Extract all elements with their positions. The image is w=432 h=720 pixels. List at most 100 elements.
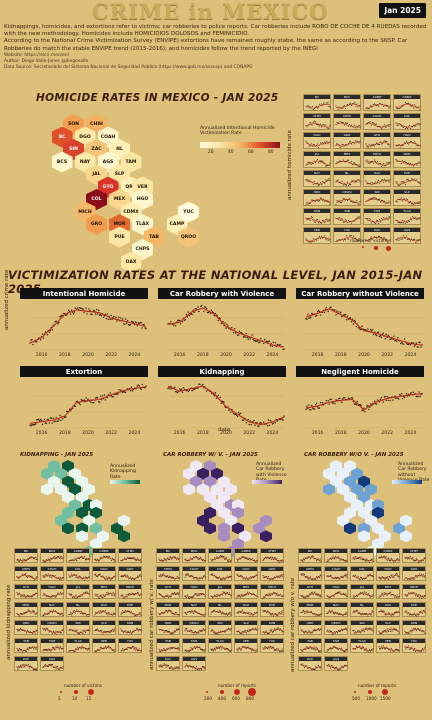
data-point [138,385,140,387]
carv-sm-panel: MICH [260,584,284,599]
sm-point [312,121,314,123]
sm-point [412,178,414,180]
sm-point [336,239,338,241]
sm-point [315,615,317,617]
carnv-hex [344,506,356,519]
sm-point [417,202,419,204]
sm-point [172,613,174,615]
carnv-hex [330,475,342,488]
sm-point [23,663,25,665]
sm-point [418,182,420,184]
sm-point [97,628,99,630]
sm-chart [326,627,348,635]
sm-chart [305,235,331,243]
sm-point [384,594,386,596]
data-point [205,306,207,308]
kidnap-sm-panel: PUE [118,602,142,617]
sm-point [224,579,226,581]
sm-trend-line [262,611,284,615]
sm-point [121,576,123,578]
sm-point [420,650,423,652]
sm-point [411,628,413,630]
kidnap-sm-panel: SIN [66,620,90,635]
sm-panel-label: SIN [351,621,373,625]
sm-point [409,578,411,581]
sm-point [25,596,27,599]
data-point [112,395,114,398]
national-chart: 2016 2018 2020 2022 2024 [29,301,147,358]
sm-point [57,612,59,615]
sm-point [16,666,18,668]
homicide-legend-tick: 60 [248,150,254,155]
sm-panel-label: YUC [261,639,283,643]
sm-point [367,146,369,148]
sm-point [359,201,361,203]
sm-point [322,219,324,221]
sm-point [26,612,28,614]
sm-point [357,106,359,108]
data-point [51,328,53,331]
sm-point [324,141,326,143]
sm-point [276,592,278,594]
sm-trend-line [305,179,331,185]
sm-point [419,611,421,613]
sm-point [187,650,190,652]
website-link[interactable]: Website: https://elcri.men/en/ [4,52,70,58]
sm-point [202,665,204,668]
sm-point [368,217,370,219]
carv-hex [204,522,216,535]
sm-point [113,595,115,597]
sm-point [333,666,335,668]
sm-point [47,666,49,668]
sm-point [326,561,328,563]
data-point [78,402,80,405]
sm-point [362,628,364,630]
sm-point [329,106,331,108]
sm-point [267,576,269,578]
sm-trend-line [395,122,421,128]
data-point [263,421,265,423]
x-tick-label: 2016 [174,352,186,358]
sm-point [355,574,357,576]
sm-point [411,203,413,205]
sm-point [387,594,389,596]
sm-trend-line [404,611,426,615]
sm-point [374,124,376,126]
sm-point [126,596,128,598]
sm-point [27,664,29,666]
carv-sm-panel: CHIH [260,548,284,563]
sm-point [94,614,96,616]
sm-point [213,557,216,559]
data-point [182,386,185,389]
homicide-sm-panel: CHIH [303,113,331,130]
data-point [242,336,245,338]
sm-point [309,202,311,204]
sm-point [98,597,100,599]
sm-trend-line [378,575,400,579]
data-point [118,389,120,391]
sm-point [342,614,344,616]
sm-point [212,629,214,631]
data-point [178,388,181,390]
sm-point [311,217,313,219]
data-point [251,334,253,336]
sm-point [321,197,323,199]
sm-point [167,664,169,666]
sm-point [163,631,165,634]
sm-point [113,612,115,615]
sm-point [413,649,415,652]
sm-point [201,649,203,651]
sm-point [254,651,256,653]
sm-point [277,627,279,629]
sm-point [405,102,407,105]
sm-point [371,628,373,630]
sm-point [174,631,177,633]
sm-point [168,667,170,670]
data-point [122,318,124,320]
data-point [418,391,420,393]
sm-point [176,557,178,559]
sm-point [33,610,35,612]
sm-point [412,557,414,559]
sm-point [48,575,50,577]
sm-point [368,651,370,653]
